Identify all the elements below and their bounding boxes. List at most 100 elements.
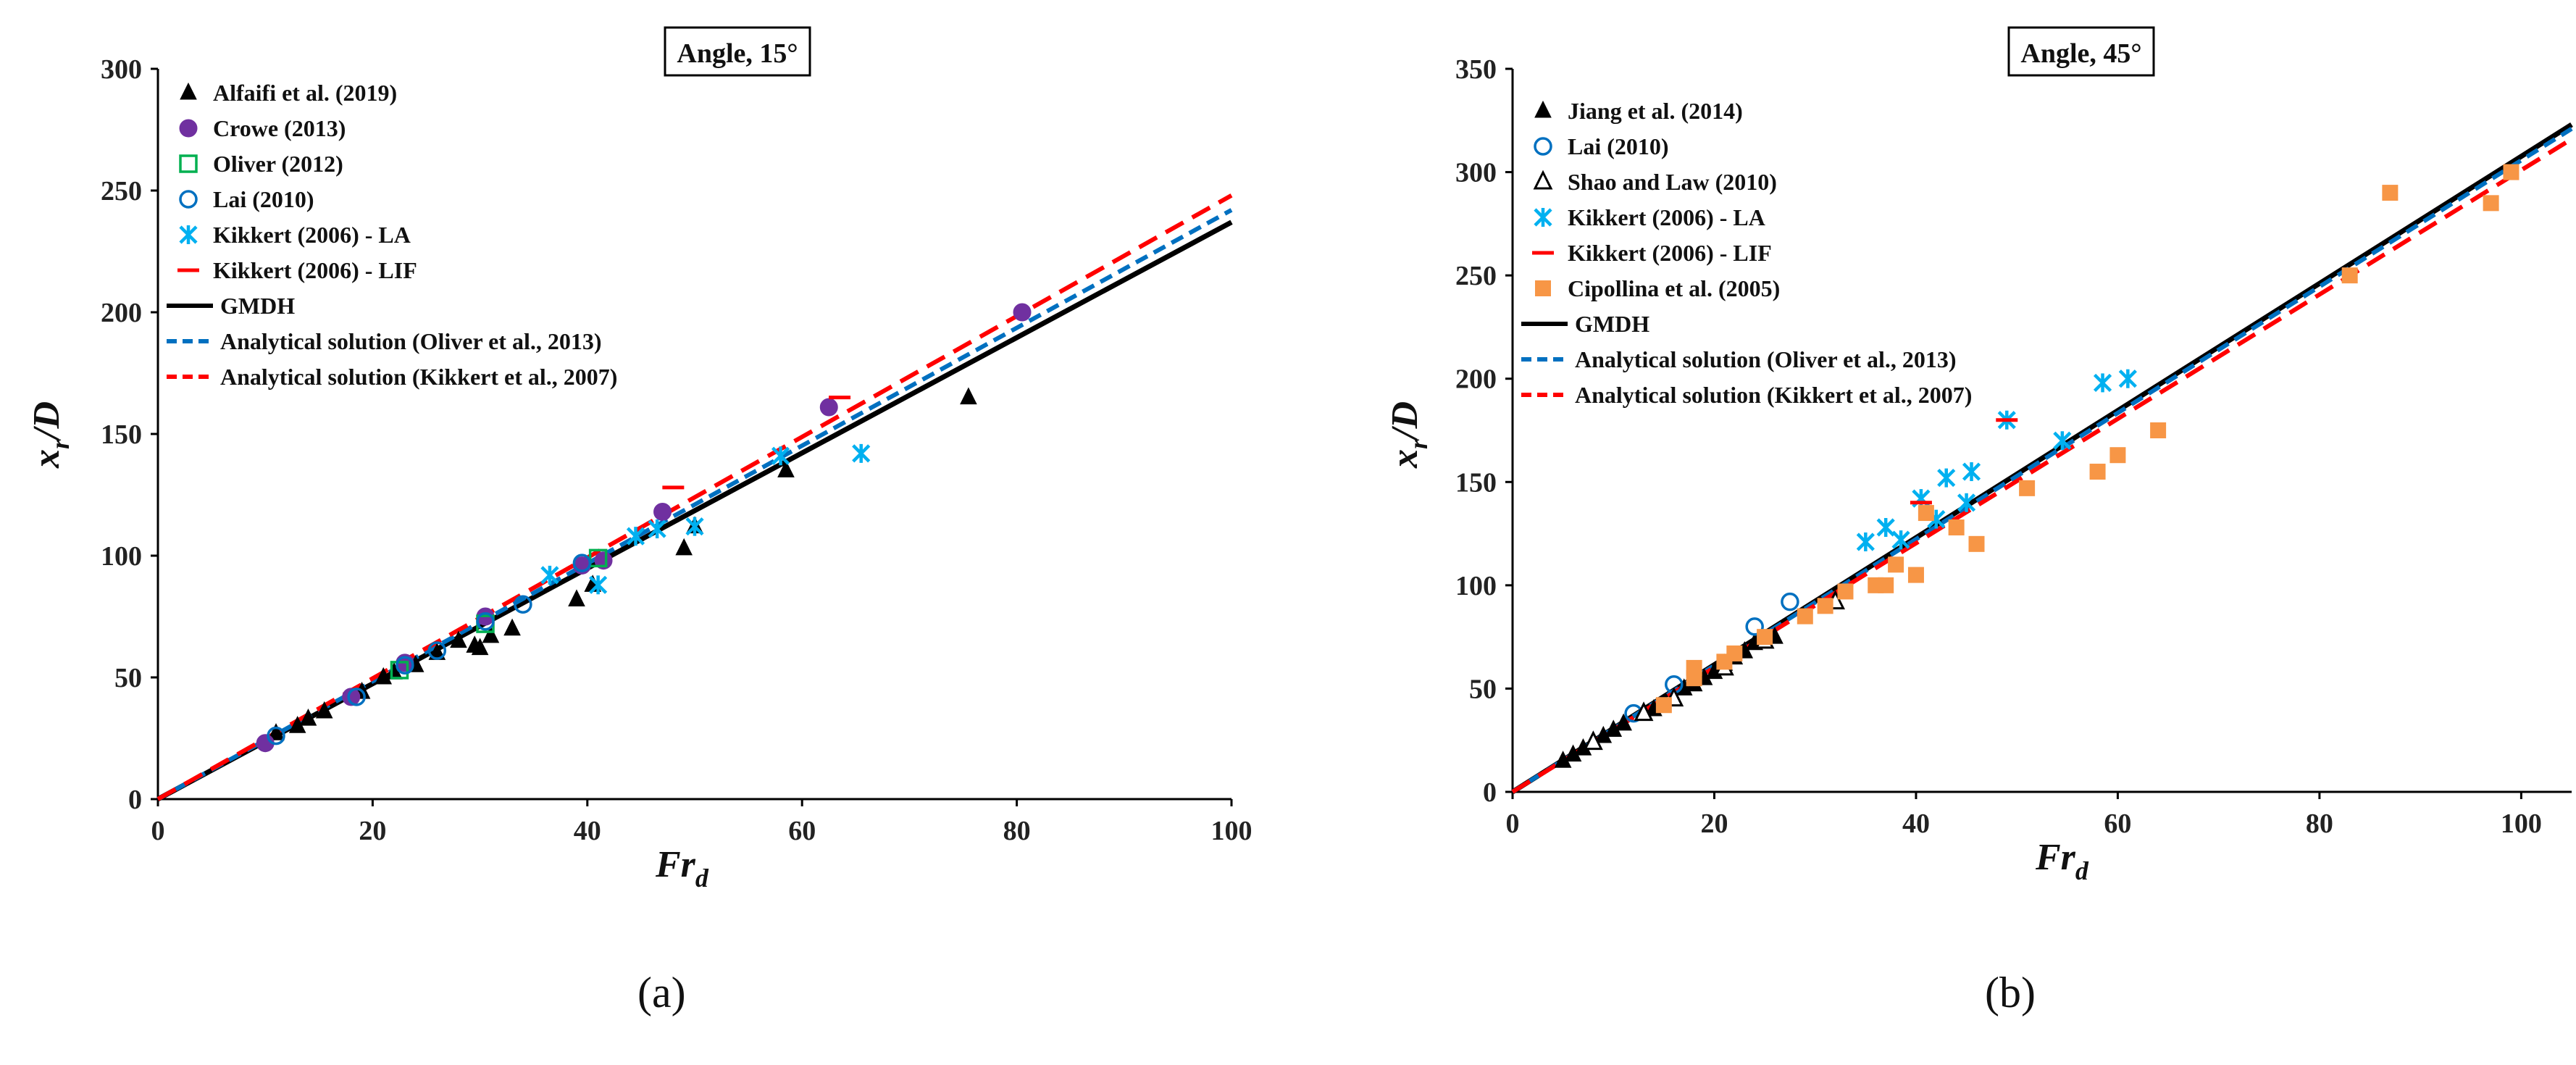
data-point: [1888, 556, 1904, 573]
y-tick-label: 200: [101, 298, 142, 328]
data-point: [347, 688, 366, 706]
legend-label: Crowe (2013): [213, 115, 346, 141]
data-point: [299, 709, 317, 726]
x-tick-label: 80: [1003, 816, 1031, 846]
data-point: [1757, 629, 1773, 646]
series-lai-2010: [267, 554, 592, 746]
y-tick-label: 100: [1455, 571, 1497, 601]
data-point: [1686, 659, 1702, 676]
data-point: [1968, 535, 1985, 552]
data-point: [2109, 447, 2126, 464]
legend-marker: [1533, 170, 1553, 190]
chart-title-text: Angle, 15°: [677, 38, 798, 69]
chart-title-text: Angle, 45°: [2020, 38, 2141, 69]
data-point: [1878, 577, 1894, 593]
legend-item: Cipollina et al. (2005): [1535, 275, 1780, 301]
data-point: [1957, 493, 1976, 512]
legend-label: Analytical solution (Oliver et al., 2013…: [220, 328, 601, 354]
data-point: [1918, 505, 1934, 522]
series-kikkert-2006-la: [540, 443, 871, 595]
line-analytical-solution-kikkert-et-al-2007: [1511, 137, 2573, 794]
data-point: [626, 527, 645, 546]
legend-marker: [180, 82, 197, 100]
data-point: [471, 638, 489, 656]
data-point: [2503, 164, 2519, 180]
legend-label: GMDH: [220, 293, 295, 319]
y-tick-label: 150: [101, 419, 142, 450]
y-tick-label: 150: [1455, 467, 1497, 498]
legend-marker: [179, 225, 198, 244]
legend-item: Analytical solution (Oliver et al., 2013…: [1521, 346, 1956, 372]
x-tick-label: 40: [1902, 809, 1930, 839]
y-tick-label: 350: [1455, 54, 1497, 85]
y-tick-label: 300: [1455, 158, 1497, 188]
data-point: [342, 688, 361, 706]
data-point: [1013, 303, 1032, 322]
y-tick-label: 250: [101, 176, 142, 206]
legend-label: Kikkert (2006) - LIF: [1568, 240, 1772, 266]
data-point: [503, 618, 521, 636]
data-point: [396, 656, 414, 674]
chart-title: Angle, 45°: [2007, 26, 2155, 77]
legend-label: Oliver (2012): [213, 151, 343, 177]
legend-label: Analytical solution (Oliver et al., 2013…: [1575, 346, 1956, 372]
data-point: [476, 611, 495, 631]
data-point: [2089, 464, 2106, 480]
legend-item: Kikkert (2006) - LIF: [1532, 240, 1772, 266]
data-point: [685, 517, 704, 536]
legend-item: Oliver (2012): [179, 151, 343, 177]
data-point: [1634, 701, 1654, 722]
panel-caption: (b): [1985, 969, 2036, 1016]
legend-label: Jiang et al. (2014): [1568, 98, 1743, 124]
legend-label: GMDH: [1575, 311, 1649, 337]
data-point: [2382, 185, 2399, 201]
legend-label: Kikkert (2006) - LA: [213, 222, 411, 248]
legend-item: Kikkert (2006) - LIF: [177, 257, 417, 283]
data-point: [482, 625, 500, 643]
data-point: [2341, 267, 2358, 284]
data-point: [2053, 431, 2072, 451]
legend-label: Shao and Law (2010): [1568, 169, 1777, 195]
x-tick-label: 100: [2501, 809, 2542, 839]
data-point: [1856, 532, 1875, 551]
series-kikkert-2006-la: [1856, 369, 2137, 551]
line-analytical-solution-kikkert-et-al-2007: [156, 193, 1233, 801]
legend-label: Lai (2010): [213, 186, 314, 212]
data-point: [568, 589, 585, 606]
legend-item: Kikkert (2006) - LA: [1534, 204, 1765, 230]
data-point: [589, 575, 608, 595]
data-point: [1781, 592, 1799, 611]
data-point: [1655, 697, 1672, 714]
series-kikkert-2006-lif: [1910, 418, 2018, 505]
data-point: [1615, 713, 1632, 731]
x-tick-label: 80: [2306, 809, 2333, 839]
legend-item: Jiang et al. (2014): [1534, 98, 1743, 124]
data-point: [771, 446, 790, 466]
series-alfaifi-et-al-2019: [267, 387, 977, 740]
series-kikkert-2006-lif: [662, 396, 851, 490]
legend-item: Analytical solution (Oliver et al., 2013…: [167, 328, 601, 354]
y-tick-label: 100: [101, 541, 142, 572]
legend-label: Analytical solution (Kikkert et al., 200…: [220, 364, 617, 390]
panel-caption: (a): [637, 969, 686, 1016]
y-axis-label: xr/D: [26, 401, 75, 469]
legend: Alfaifi et al. (2019) Crowe (2013) Oliver …: [167, 80, 617, 390]
x-tick-label: 20: [359, 816, 386, 846]
y-tick-label: 50: [114, 663, 142, 693]
y-tick-label: 0: [128, 785, 142, 815]
data-point: [777, 460, 795, 477]
data-point: [572, 554, 592, 572]
y-tick-label: 300: [101, 54, 142, 85]
data-point: [2483, 195, 2499, 212]
data-point: [427, 641, 447, 660]
data-point: [1891, 530, 1910, 550]
data-point: [267, 723, 285, 740]
data-point: [588, 548, 608, 568]
legend-label: Lai (2010): [1568, 133, 1669, 159]
data-point: [1726, 645, 1743, 661]
series-cipollina-et-al-2005: [1655, 164, 2519, 714]
x-tick-label: 60: [788, 816, 816, 846]
x-tick-label: 0: [1506, 809, 1520, 839]
